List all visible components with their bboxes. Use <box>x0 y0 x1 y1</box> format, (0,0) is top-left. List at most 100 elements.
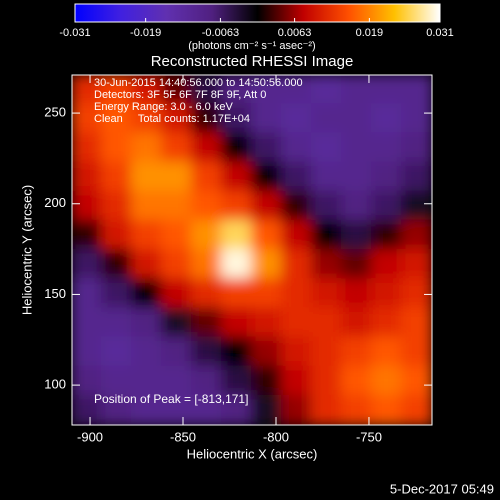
colorbar-tick-label: 0.019 <box>356 27 384 39</box>
colorbar-tick-label: -0.031 <box>59 27 90 39</box>
cell <box>221 365 253 397</box>
cell <box>401 219 432 251</box>
cell <box>221 132 253 164</box>
colorbar-tick-label: -0.0063 <box>202 27 239 39</box>
cell <box>341 336 373 368</box>
cell <box>371 219 403 251</box>
cell <box>221 190 253 222</box>
cell <box>161 75 193 106</box>
cell <box>131 132 163 164</box>
x-tick-label: -800 <box>263 429 289 444</box>
cell <box>311 190 343 222</box>
cell <box>311 249 343 281</box>
cell <box>191 336 223 368</box>
cell <box>281 190 313 222</box>
cell <box>251 365 283 397</box>
cell <box>371 161 403 193</box>
cell <box>191 249 223 281</box>
cell <box>281 103 313 135</box>
cell <box>72 103 103 135</box>
cell <box>101 75 133 106</box>
cell <box>221 249 253 281</box>
colorbar-tick-label: 0.031 <box>426 27 454 39</box>
cell <box>281 249 313 281</box>
cell <box>371 278 403 310</box>
cell <box>311 132 343 164</box>
cell <box>371 394 403 425</box>
peak-label: Position of Peak = [-813,171] <box>94 392 248 406</box>
x-tick-label: -750 <box>356 429 382 444</box>
cell <box>341 132 373 164</box>
cell <box>311 103 343 135</box>
y-tick-label: 100 <box>44 377 66 392</box>
cell <box>161 190 193 222</box>
footer: 5-Dec-2017 05:49 <box>390 481 494 496</box>
cell <box>131 249 163 281</box>
y-tick-label: 150 <box>44 286 66 301</box>
cell <box>251 190 283 222</box>
cell <box>341 103 373 135</box>
cell <box>221 161 253 193</box>
cell <box>101 278 133 310</box>
cell <box>191 219 223 251</box>
cell <box>281 132 313 164</box>
colorbar-tick-label: -0.019 <box>130 27 161 39</box>
cell <box>131 190 163 222</box>
y-axis-label: Heliocentric Y (arcsec) <box>19 185 34 315</box>
cell <box>221 307 253 339</box>
cell <box>341 394 373 425</box>
cell <box>341 365 373 397</box>
cell <box>401 394 432 425</box>
cell <box>401 249 432 281</box>
cell <box>131 365 163 397</box>
cell <box>131 278 163 310</box>
cell <box>281 75 313 106</box>
cell <box>281 278 313 310</box>
cell <box>191 132 223 164</box>
colorbar-tick-label: 0.0063 <box>278 27 312 39</box>
cell <box>131 219 163 251</box>
cell <box>191 365 223 397</box>
cell <box>221 75 253 106</box>
cell <box>221 278 253 310</box>
cell <box>101 336 133 368</box>
cell <box>371 307 403 339</box>
cell <box>251 161 283 193</box>
cell <box>161 365 193 397</box>
cell <box>101 132 133 164</box>
cell <box>72 249 103 281</box>
image <box>72 75 432 425</box>
cell <box>72 307 103 339</box>
cell <box>161 249 193 281</box>
cell <box>161 394 193 425</box>
cell <box>72 336 103 368</box>
cell <box>221 219 253 251</box>
colorbar-label: (photons cm⁻² s⁻¹ asec⁻²) <box>188 40 315 52</box>
cell <box>341 307 373 339</box>
cell <box>72 394 103 425</box>
cell <box>131 103 163 135</box>
cell <box>401 190 432 222</box>
cell <box>311 75 343 106</box>
cell <box>311 394 343 425</box>
cell <box>251 394 283 425</box>
cell <box>191 190 223 222</box>
cell <box>341 219 373 251</box>
cell <box>281 336 313 368</box>
cell <box>161 219 193 251</box>
cell <box>401 336 432 368</box>
cell <box>371 365 403 397</box>
cell <box>221 394 253 425</box>
cell <box>251 249 283 281</box>
plot-frame <box>71 74 433 426</box>
cell <box>281 161 313 193</box>
cell <box>101 365 133 397</box>
cell <box>161 307 193 339</box>
cell <box>191 307 223 339</box>
cell <box>311 161 343 193</box>
cell <box>191 394 223 425</box>
colorbar <box>74 3 441 23</box>
cell <box>101 103 133 135</box>
cell <box>341 75 373 106</box>
